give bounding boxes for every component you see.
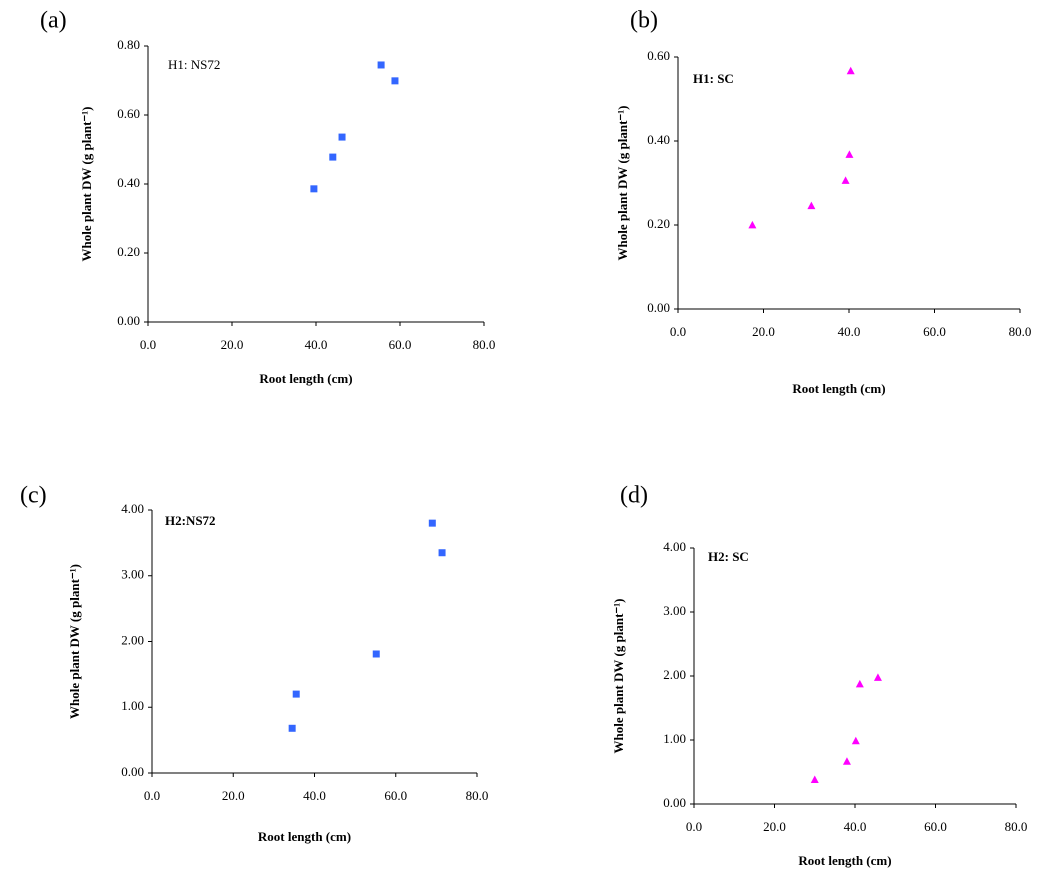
x-tick-label: 60.0 [389,337,412,352]
point [428,519,436,527]
y-tick-label: 0.20 [117,244,140,259]
x-axis-label: Root length (cm) [258,829,351,844]
y-tick-label: 0.40 [647,132,670,147]
x-tick-label: 40.0 [838,324,861,339]
y-tick-label: 2.00 [663,667,686,682]
y-tick-label: 0.00 [647,300,670,315]
point [310,185,318,193]
x-tick-label: 60.0 [923,324,946,339]
x-tick-label: 0.0 [144,788,160,803]
x-tick-label: 60.0 [924,819,947,834]
x-tick-label: 40.0 [305,337,328,352]
point [748,220,757,229]
point [372,650,380,658]
x-tick-label: 20.0 [752,324,775,339]
annotation: H2: SC [708,549,749,564]
y-tick-label: 0.60 [647,48,670,63]
x-axis-label: Root length (cm) [259,371,352,386]
y-tick-label: 0.00 [663,795,686,810]
point [438,549,446,557]
x-tick-label: 20.0 [221,337,244,352]
x-tick-label: 40.0 [844,819,867,834]
y-tick-label: 3.00 [121,567,144,582]
y-axis-label: Whole plant DW (g plant⁻¹) [67,564,82,719]
point [810,775,819,783]
y-tick-label: 0.60 [117,106,140,121]
point [873,673,882,681]
y-tick-label: 4.00 [663,539,686,554]
point [288,724,296,732]
annotation: H1: NS72 [168,57,220,72]
point [338,133,346,141]
point [842,757,851,765]
y-tick-label: 0.20 [647,216,670,231]
x-tick-label: 80.0 [1009,324,1032,339]
point [377,61,385,69]
x-tick-label: 0.0 [686,819,702,834]
annotation: H2:NS72 [165,513,216,528]
point [841,176,850,184]
y-tick-label: 2.00 [121,632,144,647]
point [807,201,816,210]
x-tick-label: 20.0 [763,819,786,834]
point [845,150,854,158]
y-tick-label: 0.00 [121,764,144,779]
x-axis-label: Root length (cm) [798,853,891,868]
panel-label: (b) [630,8,658,34]
point [846,66,855,75]
x-tick-label: 80.0 [473,337,496,352]
y-axis-label: Whole plant DW (g plant⁻¹) [611,599,626,754]
x-tick-label: 40.0 [303,788,326,803]
point [855,679,864,688]
point [851,736,860,745]
x-tick-label: 0.0 [140,337,156,352]
y-tick-label: 1.00 [663,731,686,746]
x-tick-label: 60.0 [384,788,407,803]
y-tick-label: 0.40 [117,175,140,190]
panel-label: (c) [20,483,47,509]
y-tick-label: 0.80 [117,37,140,52]
y-tick-label: 0.00 [117,313,140,328]
point [391,77,399,85]
x-tick-label: 80.0 [466,788,489,803]
y-axis-label: Whole plant DW (g plant⁻¹) [79,107,94,262]
y-axis-label: Whole plant DW (g plant⁻¹) [615,106,630,261]
x-tick-label: 80.0 [1005,819,1028,834]
x-axis-label: Root length (cm) [792,381,885,396]
panel-label: (a) [40,8,67,34]
x-tick-label: 0.0 [670,324,686,339]
y-tick-label: 3.00 [663,603,686,618]
point [292,690,300,698]
y-tick-label: 1.00 [121,698,144,713]
point [329,153,337,161]
y-tick-label: 4.00 [121,501,144,516]
panel-label: (d) [620,483,648,509]
x-tick-label: 20.0 [222,788,245,803]
annotation: H1: SC [693,71,734,86]
